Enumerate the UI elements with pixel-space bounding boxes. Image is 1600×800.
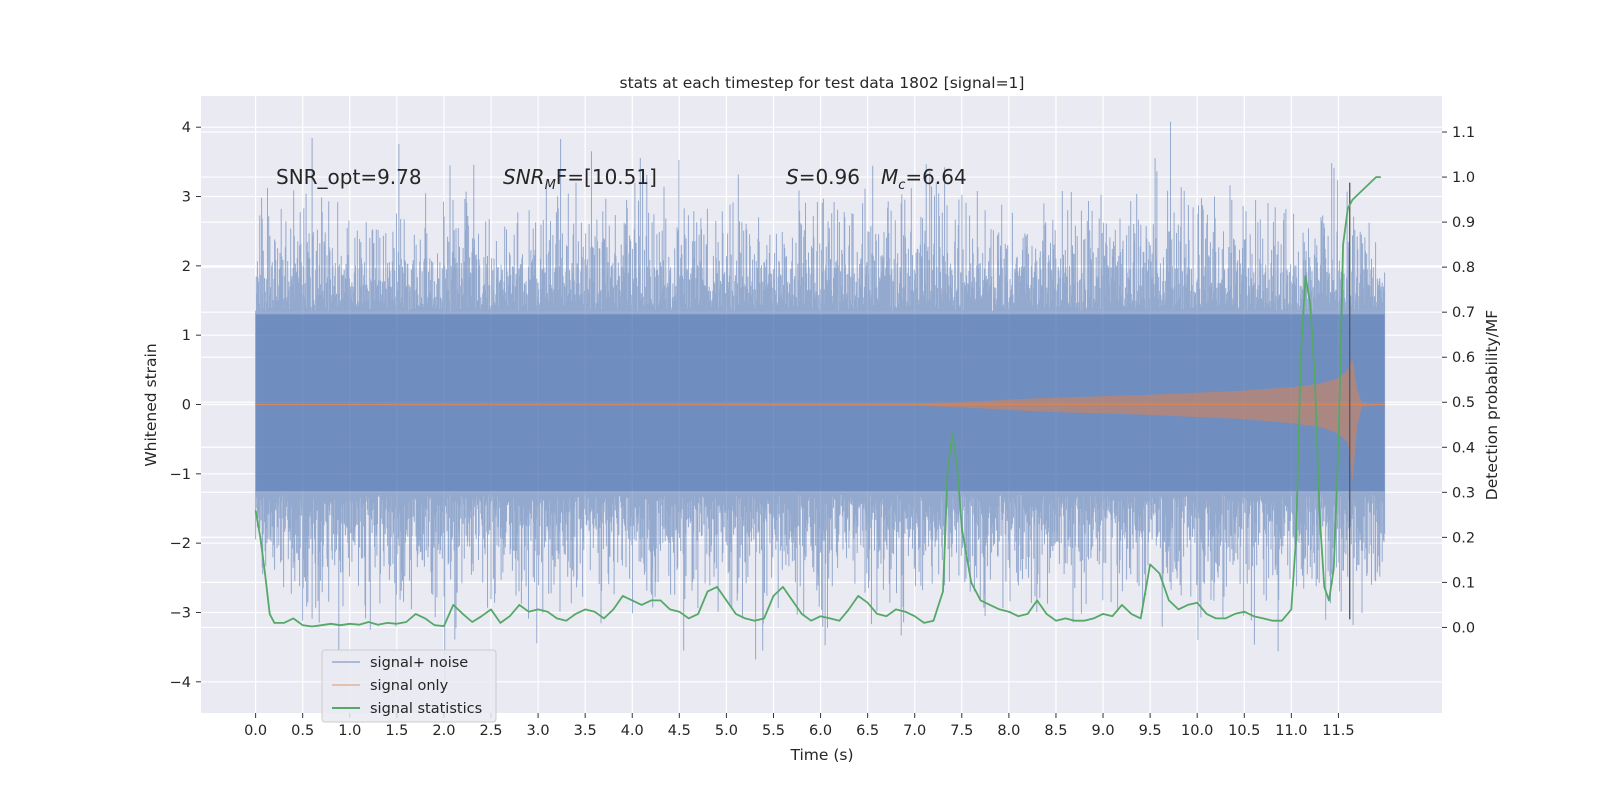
x-tick-label: 4.0 xyxy=(621,723,644,739)
y-tick-label: 4 xyxy=(182,120,191,136)
y-tick-label: 2 xyxy=(182,259,191,275)
x-tick-label: 9.0 xyxy=(1092,723,1115,739)
y2-tick-label: 0.1 xyxy=(1452,575,1475,591)
annotations: SNR_opt=9.78 SNRMF=[10.51] S=0.96 Mc=6.6… xyxy=(276,165,967,193)
signal-statistics-series xyxy=(254,176,1381,628)
legend-box xyxy=(321,649,497,723)
y2-tick-label: 1.0 xyxy=(1452,170,1475,186)
y-tick-label: 1 xyxy=(182,328,191,344)
snr-mf-annotation: SNRMF=[10.51] xyxy=(503,165,657,193)
y-tick-label: 3 xyxy=(182,190,191,206)
x-tick-label: 3.5 xyxy=(574,723,597,739)
y2-tick-label: 0.8 xyxy=(1452,260,1475,276)
x-tick-label: 2.0 xyxy=(432,723,455,739)
x-tick-label: 8.5 xyxy=(1044,723,1067,739)
y2-axis-label: Detection probability/MF xyxy=(1483,310,1501,501)
y2-tick-label: 1.1 xyxy=(1452,125,1475,141)
x-axis-label: Time (s) xyxy=(789,746,853,764)
snr-mf-value: F=[10.51] xyxy=(556,165,657,189)
s-symbol: S xyxy=(786,165,799,189)
y-tick-label: −3 xyxy=(170,605,191,621)
y2-tick-label: 0.5 xyxy=(1452,395,1475,411)
x-tick-label: 1.5 xyxy=(385,723,408,739)
y2-tick-label: 0.0 xyxy=(1452,620,1475,636)
legend-label-noise: signal+ noise xyxy=(370,655,468,671)
x-tick-label: 11.5 xyxy=(1322,723,1354,739)
mc-value: =6.64 xyxy=(905,165,966,189)
x-tick-label: 5.5 xyxy=(762,723,785,739)
statistics-line xyxy=(254,176,1381,628)
y-axis-label: Whitened strain xyxy=(142,343,160,466)
y-tick-label: −2 xyxy=(170,536,191,552)
y2-tick-label: 0.3 xyxy=(1452,485,1475,501)
x-tick-label: 10.0 xyxy=(1181,723,1213,739)
x-tick-label: 3.0 xyxy=(527,723,550,739)
y2-tick-label: 0.4 xyxy=(1452,440,1475,456)
x-tick-label: 0.0 xyxy=(244,723,267,739)
signal-only-series xyxy=(255,359,1385,481)
x-tick-label: 6.0 xyxy=(809,723,832,739)
chart-title: stats at each timestep for test data 180… xyxy=(620,74,1025,92)
s-annotation: S=0.96 xyxy=(786,165,860,189)
y-tick-label: −1 xyxy=(170,467,191,483)
y-tick-label: 0 xyxy=(182,398,191,414)
y-axis-ticks: −4 −3 −2 −1 0 1 2 3 4 xyxy=(170,120,201,691)
legend-label-signal: signal only xyxy=(370,678,449,694)
snr-mf-main: SNR xyxy=(503,165,545,189)
s-value: =0.96 xyxy=(799,165,860,189)
y-tick-label: −4 xyxy=(170,675,191,691)
x-tick-label: 5.0 xyxy=(715,723,738,739)
x-tick-label: 10.5 xyxy=(1228,723,1260,739)
y2-tick-label: 0.7 xyxy=(1452,305,1475,321)
snr-mf-subscript: M xyxy=(545,178,556,193)
mc-annotation: Mc=6.64 xyxy=(881,165,967,193)
x-tick-label: 6.5 xyxy=(856,723,879,739)
x-tick-label: 11.0 xyxy=(1275,723,1307,739)
x-axis-ticks: 0.0 0.5 1.0 1.5 2.0 2.5 3.0 3.5 4.0 4.5 5.0 5.5 6.0 6… xyxy=(244,713,1355,739)
y2-tick-label: 0.6 xyxy=(1452,350,1475,366)
y2-axis-ticks: 0.0 0.1 0.2 0.3 0.4 0.5 0.6 0.7 0.8 0.9 1.0 1.1 xyxy=(1442,125,1475,636)
x-tick-label: 0.5 xyxy=(291,723,314,739)
legend: signal+ noise signal only signal statist… xyxy=(321,649,497,723)
snr-opt-annotation: SNR_opt=9.78 xyxy=(276,165,422,189)
y2-tick-label: 0.9 xyxy=(1452,215,1475,231)
x-tick-label: 9.5 xyxy=(1139,723,1162,739)
x-tick-label: 7.5 xyxy=(950,723,973,739)
y2-tick-label: 0.2 xyxy=(1452,530,1475,546)
legend-label-statistics: signal statistics xyxy=(370,701,482,717)
mc-symbol: M xyxy=(881,165,898,189)
x-tick-label: 1.0 xyxy=(338,723,361,739)
x-tick-label: 7.0 xyxy=(903,723,926,739)
x-tick-label: 8.0 xyxy=(997,723,1020,739)
x-tick-label: 2.5 xyxy=(479,723,502,739)
mc-subscript: c xyxy=(898,178,905,193)
x-tick-label: 4.5 xyxy=(668,723,691,739)
